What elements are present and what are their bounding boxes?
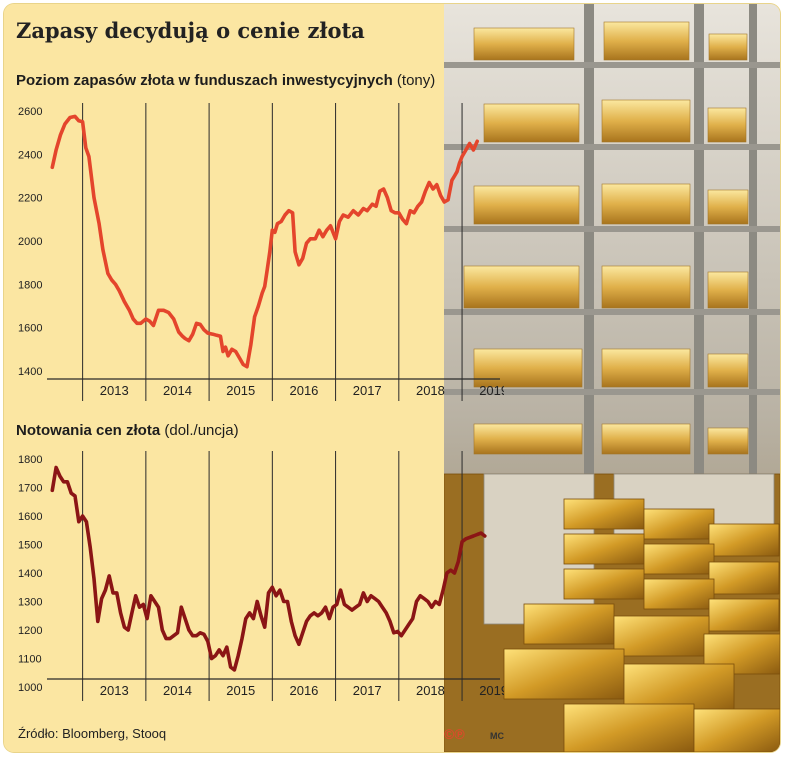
ytick-label-1500: 1500 [18,540,42,552]
chart2-unit: (dol./uncja) [164,422,239,439]
series-line-2-0 [50,465,487,672]
xtick-label-2019: 2019 [479,383,504,398]
ytick-label-2000: 2000 [18,236,42,248]
ytick-label-1600: 1600 [18,323,42,335]
xtick-label-2013: 2013 [100,683,129,698]
chart2-gold-price: 1000 1100 1200 1300 1400 1500 1600 1700 1800 2013… [18,451,504,701]
ytick-label-1100: 1100 [18,654,42,666]
chart1-gold-holdings: 1400 1600 1800 2000 2200 2400 2600 2013 2014 2015… [18,103,504,401]
ytick-label-1400: 1400 [18,568,42,580]
ytick-label-2200: 2200 [18,193,42,205]
xtick-label-2015: 2015 [226,683,255,698]
source-note: Źródło: Bloomberg, Stooq [18,726,167,741]
chart2-title-text: Notowania cen złota [16,422,161,439]
publisher-logo: ©℗ [444,726,465,742]
xtick-label-2018: 2018 [416,383,445,398]
chart1-title: Poziom zapasów złota w funduszach inwest… [16,72,435,89]
xtick-label-2016: 2016 [289,683,318,698]
series-line-1-0 [50,114,480,369]
ytick-label-1300: 1300 [18,597,42,609]
xtick-label-2018: 2018 [416,683,445,698]
xtick-label-2019: 2019 [479,683,504,698]
ytick-label-1700: 1700 [18,483,42,495]
ytick-label-1800: 1800 [18,454,42,466]
ytick-label-2600: 2600 [18,106,42,118]
xtick-label-2014: 2014 [163,383,192,398]
xtick-label-2015: 2015 [226,383,255,398]
ytick-label-1000: 1000 [18,682,42,694]
chart2-title: Notowania cen złota (dol./uncja) [16,422,239,439]
ytick-label-1400: 1400 [18,366,42,378]
chart1-unit: (tony) [396,72,436,89]
xtick-label-2013: 2013 [100,383,129,398]
ytick-label-1800: 1800 [18,279,42,291]
infographic-title: Zapasy decydują o cenie złota [16,18,365,43]
xtick-label-2016: 2016 [289,383,318,398]
infographic-frame: Zapasy decydują o cenie złota Poziom zap… [4,4,780,752]
author-credit: MC [490,731,504,741]
ytick-label-1200: 1200 [18,625,42,637]
xtick-label-2014: 2014 [163,683,192,698]
ytick-label-2400: 2400 [18,149,42,161]
chart1-title-text: Poziom zapasów złota w funduszach inwest… [16,72,393,89]
gold-bars-photo [4,4,780,752]
xtick-label-2017: 2017 [353,683,382,698]
ytick-label-1600: 1600 [18,511,42,523]
xtick-label-2017: 2017 [353,383,382,398]
